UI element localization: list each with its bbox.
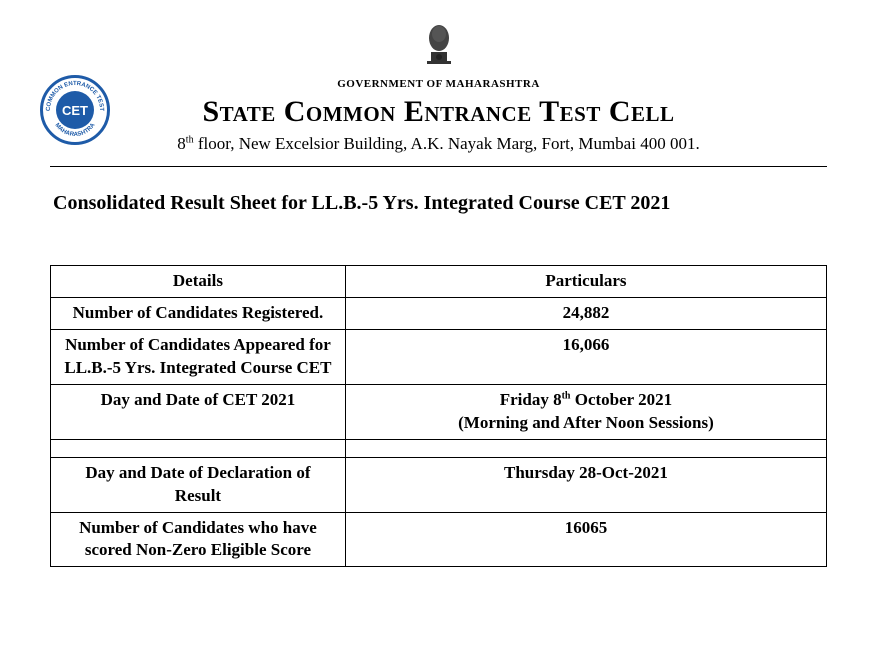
- main-title: State Common Entrance Test Cell: [50, 95, 827, 129]
- result-sheet-title: Consolidated Result Sheet for LL.B.-5 Yr…: [53, 192, 827, 215]
- table-row: Day and Date of CET 2021 Friday 8th Octo…: [51, 384, 827, 439]
- header-row: COMMON ENTRANCE TEST MAHARASHTRA CET Sta…: [50, 95, 827, 154]
- address-line: 8th floor, New Excelsior Building, A.K. …: [50, 134, 827, 154]
- row-value: 16,066: [345, 329, 826, 384]
- table-row: Number of Candidates Appeared for LL.B.-…: [51, 329, 827, 384]
- row-value: 24,882: [345, 297, 826, 329]
- svg-text:MAHARASHTRA: MAHARASHTRA: [53, 122, 96, 138]
- row-label: Number of Candidates who have scored Non…: [51, 512, 346, 567]
- row-value: 16065: [345, 512, 826, 567]
- header-particulars: Particulars: [345, 266, 826, 298]
- table-row: Day and Date of Declaration of Result Th…: [51, 457, 827, 512]
- row-label: Day and Date of Declaration of Result: [51, 457, 346, 512]
- row-label: Number of Candidates Appeared for LL.B.-…: [51, 329, 346, 384]
- national-emblem: [50, 20, 827, 70]
- row-label: Day and Date of CET 2021: [51, 384, 346, 439]
- divider-line: [50, 166, 827, 167]
- table-row: Number of Candidates who have scored Non…: [51, 512, 827, 567]
- svg-text:COMMON ENTRANCE TEST: COMMON ENTRANCE TEST: [46, 81, 104, 112]
- row-label: Number of Candidates Registered.: [51, 297, 346, 329]
- table-header-row: Details Particulars: [51, 266, 827, 298]
- government-text: GOVERNMENT OF MAHARASHTRA: [50, 78, 827, 90]
- row-value: Friday 8th October 2021 (Morning and Aft…: [345, 384, 826, 439]
- header-details: Details: [51, 266, 346, 298]
- table-row: Number of Candidates Registered. 24,882: [51, 297, 827, 329]
- row-value: Thursday 28-Oct-2021: [345, 457, 826, 512]
- cet-logo: COMMON ENTRANCE TEST MAHARASHTRA CET: [40, 75, 110, 145]
- spacer-row: [51, 439, 827, 457]
- result-table: Details Particulars Number of Candidates…: [50, 265, 827, 567]
